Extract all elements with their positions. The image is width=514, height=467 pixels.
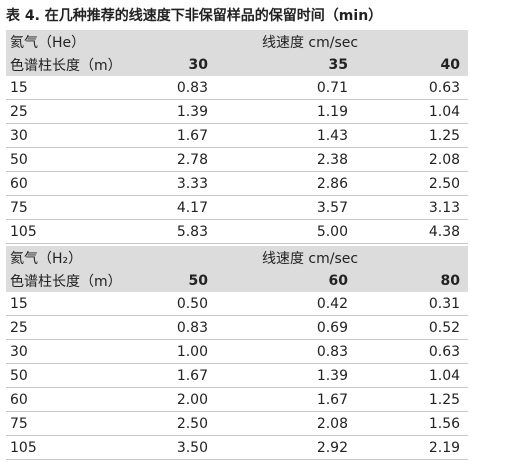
cell-value: 1.39 [216, 363, 356, 388]
cell-value: 3.33 [156, 171, 216, 196]
cell-value: 2.78 [156, 147, 216, 172]
cell-value: 2.00 [156, 387, 216, 412]
data-row: 15 0.50 0.42 0.31 [6, 292, 469, 316]
data-row: 105 3.50 2.92 2.19 [6, 435, 469, 460]
column-header: 60 [216, 269, 356, 292]
data-row: 60 2.00 1.67 1.25 [6, 387, 469, 412]
cell-value: 4.17 [156, 195, 216, 220]
row-label: 50 [6, 363, 156, 388]
speed-label: 线速度 cm/sec [156, 246, 469, 269]
cell-value: 0.63 [356, 339, 469, 364]
cell-value: 1.67 [156, 123, 216, 148]
cell-value: 2.08 [216, 411, 356, 436]
data-row: 50 2.78 2.38 2.08 [6, 147, 469, 172]
header-row: 氦气（He） 线速度 cm/sec [6, 30, 469, 53]
data-table: 氦气（H₂） 线速度 cm/sec 色谱柱长度（m） 50 60 80 15 0.50 0.42… [6, 246, 469, 460]
row-label: 15 [6, 76, 156, 100]
cell-value: 3.50 [156, 435, 216, 460]
header-row: 色谱柱长度（m） 30 35 40 [6, 53, 469, 76]
length-label: 色谱柱长度（m） [6, 53, 156, 76]
data-row: 75 2.50 2.08 1.56 [6, 411, 469, 436]
header-row: 色谱柱长度（m） 50 60 80 [6, 269, 469, 292]
row-label: 75 [6, 411, 156, 436]
cell-value: 3.13 [356, 195, 469, 220]
cell-value: 0.83 [156, 315, 216, 340]
cell-value: 2.50 [156, 411, 216, 436]
column-header: 50 [156, 269, 216, 292]
row-label: 60 [6, 387, 156, 412]
cell-value: 2.19 [356, 435, 469, 460]
data-row: 30 1.67 1.43 1.25 [6, 123, 469, 148]
cell-value: 3.57 [216, 195, 356, 220]
cell-value: 2.38 [216, 147, 356, 172]
cell-value: 2.92 [216, 435, 356, 460]
cell-value: 0.63 [356, 76, 469, 100]
cell-value: 1.39 [156, 99, 216, 124]
cell-value: 1.67 [216, 387, 356, 412]
row-label: 30 [6, 123, 156, 148]
data-row: 15 0.83 0.71 0.63 [6, 76, 469, 100]
cell-value: 2.86 [216, 171, 356, 196]
column-header: 40 [356, 53, 469, 76]
gas-label: 氦气（H₂） [6, 246, 156, 269]
row-label: 50 [6, 147, 156, 172]
cell-value: 0.50 [156, 292, 216, 316]
header-row: 氦气（H₂） 线速度 cm/sec [6, 246, 469, 269]
column-header: 30 [156, 53, 216, 76]
data-row: 105 5.83 5.00 4.38 [6, 219, 469, 244]
row-label: 60 [6, 171, 156, 196]
cell-value: 1.25 [356, 123, 469, 148]
cell-value: 1.04 [356, 99, 469, 124]
cell-value: 1.00 [156, 339, 216, 364]
data-row: 75 4.17 3.57 3.13 [6, 195, 469, 220]
cell-value: 1.19 [216, 99, 356, 124]
row-label: 105 [6, 219, 156, 244]
cell-value: 1.43 [216, 123, 356, 148]
gas-label: 氦气（He） [6, 30, 156, 53]
cell-value: 4.38 [356, 219, 469, 244]
cell-value: 1.56 [356, 411, 469, 436]
cell-value: 5.00 [216, 219, 356, 244]
column-header: 35 [216, 53, 356, 76]
column-header: 80 [356, 269, 469, 292]
cell-value: 1.25 [356, 387, 469, 412]
cell-value: 2.08 [356, 147, 469, 172]
row-label: 105 [6, 435, 156, 460]
cell-value: 0.31 [356, 292, 469, 316]
row-label: 25 [6, 315, 156, 340]
cell-value: 0.52 [356, 315, 469, 340]
row-label: 30 [6, 339, 156, 364]
table-title: 表 4. 在几种推荐的线速度下非保留样品的保留时间（min） [6, 8, 383, 24]
data-row: 25 0.83 0.69 0.52 [6, 315, 469, 340]
data-row: 60 3.33 2.86 2.50 [6, 171, 469, 196]
cell-value: 0.83 [156, 76, 216, 100]
data-table: 氦气（He） 线速度 cm/sec 色谱柱长度（m） 30 35 40 15 0.83 0.71… [6, 30, 469, 244]
cell-value: 0.83 [216, 339, 356, 364]
data-row: 50 1.67 1.39 1.04 [6, 363, 469, 388]
speed-label: 线速度 cm/sec [156, 30, 469, 53]
cell-value: 0.42 [216, 292, 356, 316]
length-label: 色谱柱长度（m） [6, 269, 156, 292]
cell-value: 1.04 [356, 363, 469, 388]
cell-value: 2.50 [356, 171, 469, 196]
row-label: 75 [6, 195, 156, 220]
data-row: 30 1.00 0.83 0.63 [6, 339, 469, 364]
data-row: 25 1.39 1.19 1.04 [6, 99, 469, 124]
row-label: 25 [6, 99, 156, 124]
cell-value: 0.71 [216, 76, 356, 100]
cell-value: 5.83 [156, 219, 216, 244]
cell-value: 1.67 [156, 363, 216, 388]
row-label: 15 [6, 292, 156, 316]
cell-value: 0.69 [216, 315, 356, 340]
